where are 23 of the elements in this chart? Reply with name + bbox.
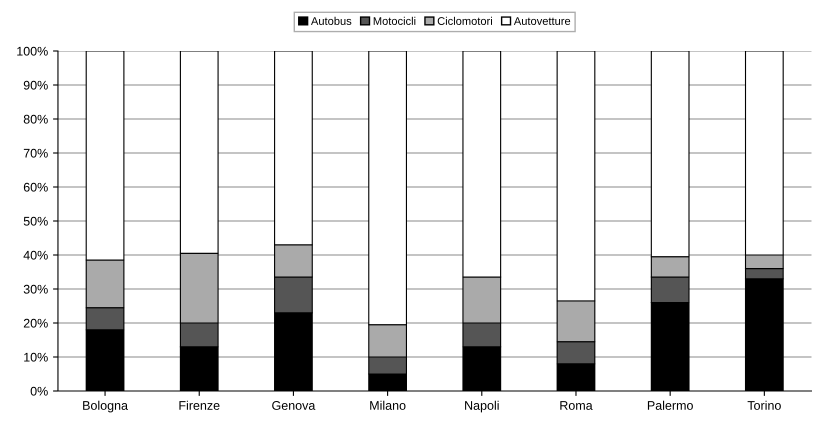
x-tick-label: Genova xyxy=(272,401,316,410)
y-tick-label: 100% xyxy=(17,46,48,56)
y-tick-label: 40% xyxy=(24,250,48,260)
y-tick-label: 30% xyxy=(24,284,48,294)
x-tick-label: Roma xyxy=(560,401,593,410)
y-tick-label: 50% xyxy=(24,216,48,226)
y-tick-label: 10% xyxy=(24,352,48,362)
y-tick-label: 0% xyxy=(30,386,48,396)
y-tick-label: 70% xyxy=(24,148,48,158)
x-tick-label: Milano xyxy=(370,400,406,410)
x-tick-label: Napoli xyxy=(465,400,499,412)
y-tick-label: 60% xyxy=(24,182,48,192)
y-tick-label: 20% xyxy=(24,318,48,328)
y-tick-label: 90% xyxy=(24,80,48,90)
y-tick-label: 80% xyxy=(24,114,48,124)
x-tick-label: Palermo xyxy=(648,400,693,410)
x-tick-label: Torino xyxy=(748,400,781,410)
legend-label: Autovetture xyxy=(514,17,570,25)
legend-label: Ciclomotori xyxy=(438,16,492,25)
legend-label: Motocicli xyxy=(374,16,416,25)
x-tick-label: Firenze xyxy=(179,400,220,410)
legend-label: Autobus xyxy=(310,16,352,25)
x-tick-label: Bologna xyxy=(83,400,128,412)
